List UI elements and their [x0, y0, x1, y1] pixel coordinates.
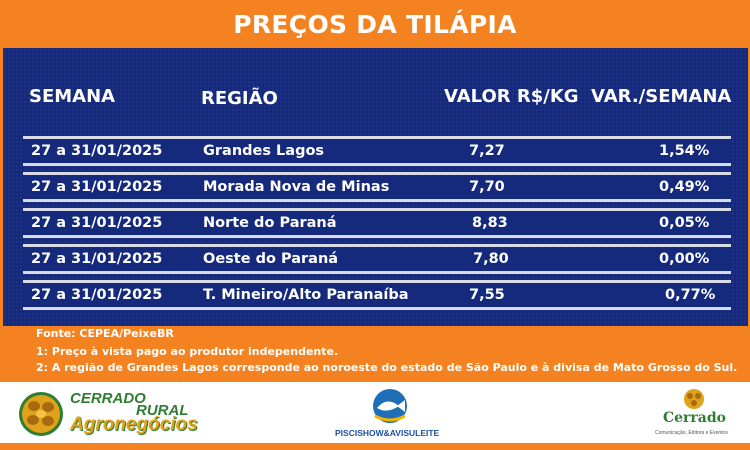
region-cell: T. Mineiro/Alto Paranaíba	[203, 287, 409, 303]
table-row: 27 a 31/01/2025 Grandes Lagos 7,27 1,54%	[23, 136, 731, 166]
table-row: 27 a 31/01/2025 Morada Nova de Minas 7,7…	[23, 172, 731, 202]
piscishow-logo: PISCISHOW&AVISULEITE	[335, 388, 445, 440]
week-cell: 27 a 31/01/2025	[31, 143, 163, 159]
coffee-beans-icon	[19, 392, 63, 436]
week-cell: 27 a 31/01/2025	[31, 215, 163, 231]
footer-notes: Fonte: CEPEA/PeixeBR 1: Preço à vista pa…	[0, 326, 750, 382]
table-row: 27 a 31/01/2025 Norte do Paraná 8,83 0,0…	[23, 208, 731, 238]
value-cell: 7,80	[473, 251, 509, 267]
value-cell: 7,27	[469, 143, 505, 159]
value-cell: 7,70	[469, 179, 505, 195]
piscishow-text: PISCISHOW&AVISULEITE	[335, 428, 440, 438]
price-table: SEMANA REGIÃO VALOR R$/KG VAR./SEMANA 27…	[3, 48, 748, 326]
page-title: PREÇOS DA TILÁPIA	[233, 9, 517, 39]
logo-text-cerrado: CERRADO	[70, 390, 146, 407]
header-week: SEMANA	[29, 86, 116, 107]
week-cell: 27 a 31/01/2025	[31, 179, 163, 195]
header-region: REGIÃO	[201, 88, 278, 109]
value-cell: 8,83	[472, 215, 508, 231]
variation-cell: 0,77%	[665, 287, 716, 303]
value-cell: 7,55	[469, 287, 505, 303]
footnote-2: 2: A região de Grandes Lagos corresponde…	[36, 361, 738, 374]
cerrado-editora-logo: Cerrado Comunicação, Editora e Eventos	[655, 388, 735, 440]
variation-cell: 0,05%	[659, 215, 710, 231]
variation-cell: 1,54%	[659, 143, 710, 159]
region-cell: Oeste do Paraná	[203, 251, 339, 267]
table-row: 27 a 31/01/2025 Oeste do Paraná 7,80 0,0…	[23, 244, 731, 274]
source-note: Fonte: CEPEA/PeixeBR	[36, 327, 174, 340]
variation-cell: 0,00%	[659, 251, 710, 267]
cerrado-emblem-icon	[684, 389, 704, 409]
logo-text-rural: RURAL	[136, 402, 189, 419]
footnote-1: 1: Preço à vista pago ao produtor indepe…	[36, 345, 339, 358]
header-variation: VAR./SEMANA	[591, 86, 732, 107]
table-row: 27 a 31/01/2025 T. Mineiro/Alto Paranaíb…	[23, 280, 731, 310]
logo-text-agronegocios: Agronegócios	[70, 414, 198, 435]
region-cell: Norte do Paraná	[203, 215, 337, 231]
header-value: VALOR R$/KG	[444, 86, 579, 107]
region-cell: Morada Nova de Minas	[203, 179, 390, 195]
week-cell: 27 a 31/01/2025	[31, 287, 163, 303]
fish-emblem-icon	[373, 389, 407, 423]
title-bar: PREÇOS DA TILÁPIA	[0, 0, 750, 48]
cerrado-name: Cerrado	[663, 410, 726, 426]
cerrado-rural-logo: CERRADO RURAL Agronegócios	[18, 390, 218, 438]
sponsor-logos: CERRADO RURAL Agronegócios PISCISHOW&AVI…	[0, 382, 750, 443]
region-cell: Grandes Lagos	[203, 143, 325, 159]
bottom-strip	[0, 443, 750, 450]
variation-cell: 0,49%	[659, 179, 710, 195]
cerrado-tagline: Comunicação, Editora e Eventos	[655, 430, 728, 436]
week-cell: 27 a 31/01/2025	[31, 251, 163, 267]
